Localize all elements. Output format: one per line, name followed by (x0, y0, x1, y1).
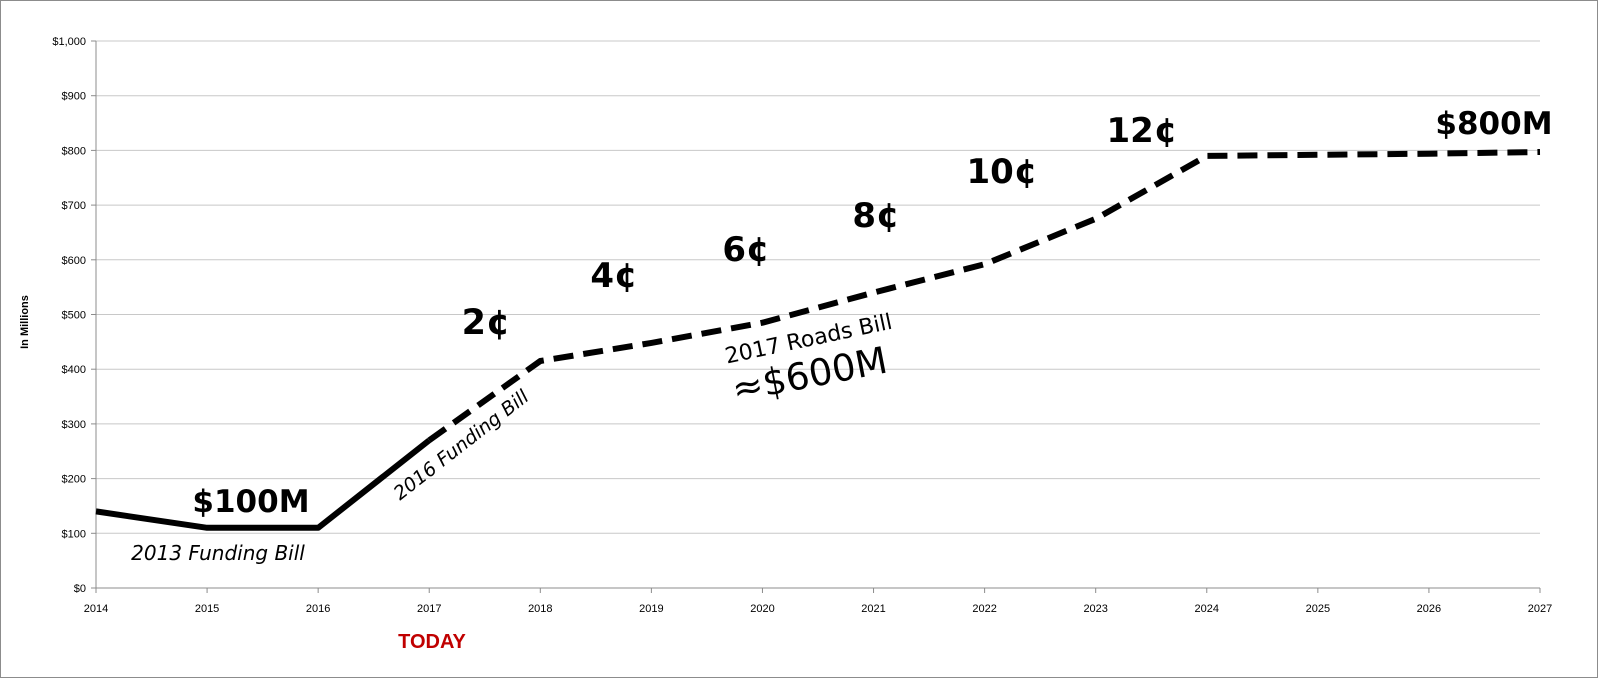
x-tick-label: 2015 (195, 603, 219, 615)
annotation-10-cents: 10¢ (967, 152, 1038, 192)
annotation-8-cents: 8¢ (852, 196, 899, 236)
annotation-2-cents: 2¢ (462, 303, 511, 343)
y-tick-label: $900 (62, 91, 86, 103)
x-tick-label: 2019 (639, 603, 663, 615)
annotation-800m: $800M (1435, 106, 1552, 142)
annotation-6-cents: 6¢ (722, 230, 769, 270)
gridlines (95, 40, 1540, 589)
y-axis-ticks: $0 $100 $200 $300 $400 $500 $600 $700 $800 $900 $1… (52, 36, 96, 595)
y-tick-label: $300 (62, 419, 86, 431)
x-tick-label: 2027 (1528, 603, 1552, 615)
x-tick-label: 2026 (1417, 603, 1441, 615)
y-tick-label: $400 (62, 364, 86, 376)
x-tick-label: 2017 (417, 603, 441, 615)
x-tick-label: 2021 (861, 603, 885, 615)
y-tick-label: $700 (62, 200, 86, 212)
x-axis-ticks: 2014 2015 2016 2017 2018 2019 2020 2021 2022 2023… (84, 588, 1552, 615)
x-tick-label: 2022 (972, 603, 996, 615)
y-tick-label: $1,000 (52, 36, 86, 48)
y-tick-label: $0 (74, 583, 86, 595)
solid-series-line (95, 437, 432, 531)
x-tick-label: 2020 (750, 603, 774, 615)
y-axis-label: In Millions (19, 295, 31, 349)
x-tick-label: 2025 (1306, 603, 1330, 615)
y-tick-label: $600 (62, 255, 86, 267)
series-lines (95, 149, 1541, 531)
annotation-100m: $100M (192, 484, 309, 520)
annotation-12-cents: 12¢ (1107, 111, 1178, 151)
x-tick-label: 2023 (1083, 603, 1107, 615)
y-tick-label: $500 (62, 310, 86, 322)
y-tick-label: $800 (62, 145, 86, 157)
x-tick-label: 2018 (528, 603, 552, 615)
today-label: TODAY (398, 631, 466, 653)
dashed-series-line (427, 149, 1541, 443)
annotation-4-cents: 4¢ (590, 256, 637, 296)
y-tick-label: $200 (62, 474, 86, 486)
x-tick-label: 2016 (306, 603, 330, 615)
y-tick-label: $100 (62, 528, 86, 540)
annotation-2013-funding-bill: 2013 Funding Bill (131, 541, 305, 565)
annotation-2016-funding-bill: 2016 Funding Bill (390, 385, 534, 504)
x-tick-label: 2024 (1195, 603, 1219, 615)
x-tick-label: 2014 (84, 603, 108, 615)
